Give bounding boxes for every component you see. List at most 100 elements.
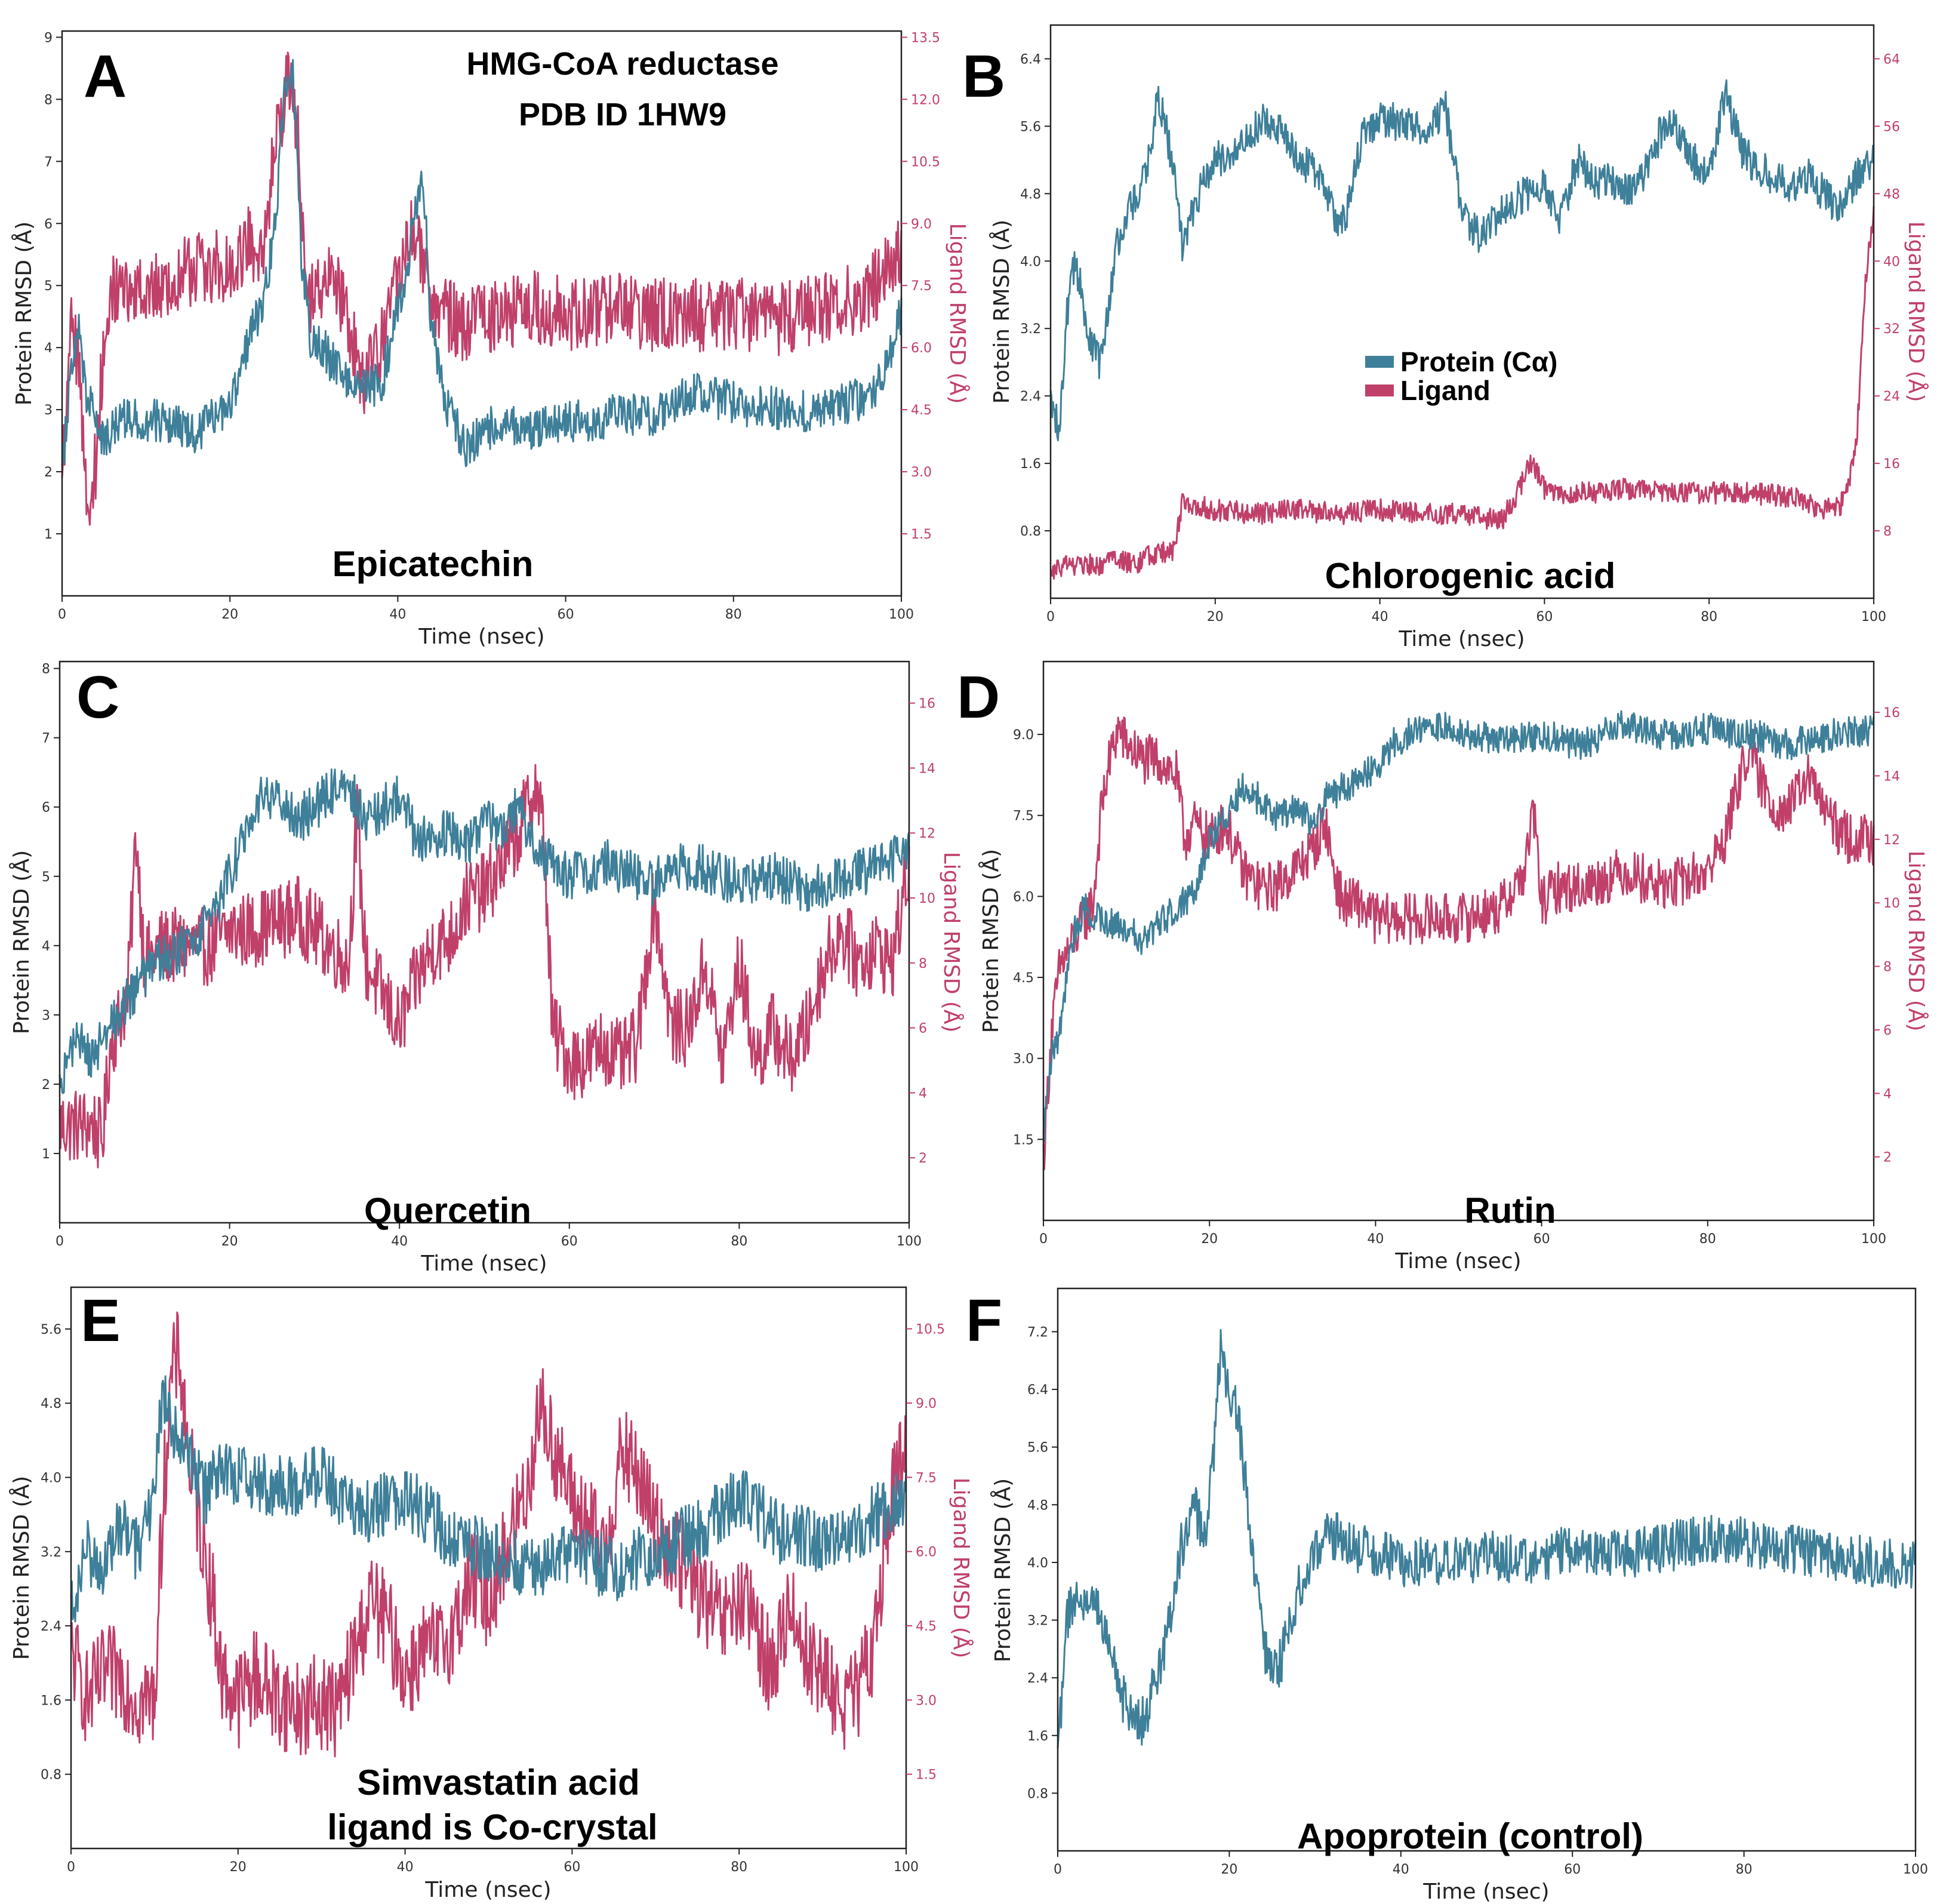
- panel-e-xtick-label: 40: [397, 1860, 414, 1875]
- legend: Protein (Cα) Ligand: [1365, 346, 1557, 406]
- panel-b-ytick-right-label: 40: [1883, 254, 1900, 269]
- panel-b-ytick-right-label: 16: [1883, 457, 1900, 472]
- panel-a-ytick-right-label: 7.5: [911, 279, 932, 294]
- panel-a-ytick-right-label: 12.0: [911, 93, 940, 107]
- panel-b-ytick-label: 4.8: [1020, 187, 1041, 202]
- panel-b-xtick-label: 0: [1046, 610, 1055, 625]
- panel-c-ytick-label: 3: [42, 1008, 50, 1023]
- panel-d-ytick-right-label: 8: [1883, 960, 1892, 975]
- panel-b-ytick-right-label: 32: [1883, 322, 1900, 337]
- panel-c-ylabel: Protein RMSD (Å): [8, 850, 34, 1034]
- panel-c-ytick-label: 8: [42, 662, 50, 677]
- panel-c-ytick-right-label: 2: [919, 1151, 927, 1166]
- panel-d-xtick-label: 40: [1367, 1232, 1384, 1247]
- panel-e-ytick-label: 1.6: [41, 1693, 61, 1708]
- panel-f-ytick-label: 1.6: [1027, 1729, 1048, 1744]
- panel-e-ytick-right-label: 7.5: [916, 1471, 937, 1485]
- panel-f-protein-series: [1057, 1329, 1917, 1749]
- panel-f-ytick-label: 4.8: [1027, 1498, 1048, 1513]
- panel-b-ytick-right-label: 56: [1883, 119, 1900, 134]
- panel-e-ytick-label: 3.2: [41, 1545, 61, 1560]
- panel-e-ytick-right-label: 4.5: [916, 1619, 937, 1634]
- panel-b-ytick-right-label: 24: [1883, 389, 1900, 404]
- panel-d-frame: [1042, 660, 1875, 1222]
- panel-c-xtick-label: 0: [56, 1234, 64, 1249]
- panel-e-ylabel: Protein RMSD (Å): [8, 1476, 34, 1660]
- panel-a-ytick-right-label: 4.5: [911, 403, 932, 418]
- panel-e-letter: E: [81, 1287, 121, 1354]
- panel-d-ytick-right-label: 16: [1883, 706, 1900, 721]
- panel-d-letter: D: [957, 664, 1000, 731]
- panel-a-ytick-right-label: 1.5: [911, 527, 932, 542]
- panel-e-xtick-label: 100: [894, 1860, 919, 1875]
- panel-d-xtick-label: 20: [1201, 1232, 1218, 1247]
- panel-f: 0 20 40 60 80 1000.81.62.43.24.04.85.66.47.2 …: [966, 1287, 1928, 1904]
- panel-e-xlabel: Time (nsec): [424, 1878, 551, 1902]
- panel-c-ytick-right-label: 10: [919, 891, 935, 906]
- panel-a-protein-series: [61, 59, 903, 467]
- panel-f-ytick-label: 5.6: [1027, 1441, 1048, 1456]
- panel-e-ytick-label: 0.8: [41, 1768, 61, 1783]
- panel-a-ylabel: Protein RMSD (Å): [11, 222, 36, 405]
- panel-d-ytick-right-label: 14: [1883, 769, 1900, 784]
- panel-b-xlabel: Time (nsec): [1398, 627, 1525, 651]
- panel-c-ytick-right-label: 6: [919, 1022, 927, 1036]
- panel-b-xtick-label: 80: [1701, 610, 1717, 625]
- panel-f-ylabel: Protein RMSD (Å): [990, 1478, 1015, 1662]
- panel-b-name: Chlorogenic acid: [1325, 556, 1616, 596]
- panel-b-xtick-label: 60: [1536, 610, 1553, 625]
- panel-a-ytick-label: 7: [44, 155, 53, 170]
- panel-c-protein-series: [58, 768, 910, 1094]
- panel-d-ytick-label: 9.0: [1013, 728, 1034, 743]
- panel-c-ytick-label: 6: [42, 801, 50, 816]
- panel-a: 0 20 40 60 80 100 1 2 3 4 5 6 7 8 9 1.5 3.0 4.5 6.0 7.5 9.0 1…: [11, 30, 971, 649]
- panel-f-ytick-label: 0.8: [1027, 1786, 1048, 1801]
- panel-e-xtick-label: 60: [563, 1860, 580, 1875]
- panel-d-ytick-right-label: 2: [1883, 1151, 1892, 1165]
- panel-b-frame: [1049, 24, 1875, 599]
- panel-e-protein-series: [70, 1375, 907, 1623]
- panel-b-ytick-right-label: 64: [1883, 52, 1900, 67]
- panel-f-xtick-label: 80: [1736, 1862, 1753, 1877]
- panel-b-xtick-label: 40: [1372, 610, 1388, 625]
- panel-d-ylabel: Protein RMSD (Å): [978, 849, 1003, 1033]
- panel-f-xlabel: Time (nsec): [1422, 1880, 1549, 1904]
- panel-f-frame: [1057, 1287, 1917, 1852]
- panel-f-ytick-label: 7.2: [1027, 1325, 1048, 1340]
- panel-f-xtick-label: 0: [1054, 1862, 1062, 1877]
- panel-e-name-line2: ligand is Co-crystal: [327, 1807, 657, 1847]
- panel-a-xtick-label: 20: [221, 607, 238, 622]
- panel-c-ytick-label: 2: [42, 1078, 50, 1093]
- panel-d-ytick-right-label: 10: [1883, 896, 1900, 911]
- panel-f-xtick-label: 100: [1903, 1862, 1928, 1877]
- panel-c-ytick-label: 1: [42, 1147, 50, 1162]
- panel-d-ytick-right-label: 12: [1883, 833, 1900, 848]
- panel-e-xtick-label: 20: [230, 1860, 247, 1875]
- panel-b-ytick-right-label: 48: [1883, 187, 1900, 202]
- panel-a-xtick-label: 80: [725, 607, 742, 622]
- panel-e: 0 20 40 60 80 100 0.8 1.6 2.4 3.2 4.0 4.8 5.6 1.5 3.0 4…: [8, 1286, 974, 1902]
- panel-d-ligand-series: [1042, 716, 1875, 1170]
- panel-d-ytick-right-label: 4: [1883, 1087, 1892, 1102]
- panel-d-ylabel-right: Ligand RMSD (Å): [1904, 851, 1929, 1032]
- panel-b-ytick-label: 4.0: [1020, 254, 1041, 269]
- panel-a-xtick-label: 100: [889, 607, 914, 622]
- panel-c-xlabel: Time (nsec): [420, 1251, 547, 1276]
- panel-a-xtick-label: 40: [389, 607, 406, 622]
- panel-b: 0 20 40 60 80 100 0.8 1.6 2.4 3.2 4.0 4.8 5.6 6.4 8 16 2…: [962, 24, 1929, 651]
- panel-d-ytick-label: 4.5: [1013, 971, 1034, 986]
- panel-a-ytick-right-label: 6.0: [911, 341, 932, 356]
- panel-d-xtick-label: 60: [1533, 1232, 1550, 1247]
- panel-f-ytick-label: 6.4: [1027, 1383, 1048, 1398]
- panel-d-xtick-label: 0: [1039, 1232, 1048, 1247]
- panel-c-xtick-label: 100: [897, 1234, 922, 1249]
- panel-d-protein-series: [1042, 710, 1875, 1142]
- panel-a-letter: A: [84, 43, 127, 110]
- panel-c-name: Quercetin: [364, 1191, 531, 1231]
- panel-b-letter: B: [962, 43, 1005, 110]
- panel-a-ytick-label: 3: [44, 403, 53, 418]
- panel-d-xlabel: Time (nsec): [1394, 1249, 1521, 1274]
- panel-f-xtick-label: 40: [1393, 1862, 1409, 1877]
- panel-b-ytick-label: 1.6: [1020, 457, 1041, 472]
